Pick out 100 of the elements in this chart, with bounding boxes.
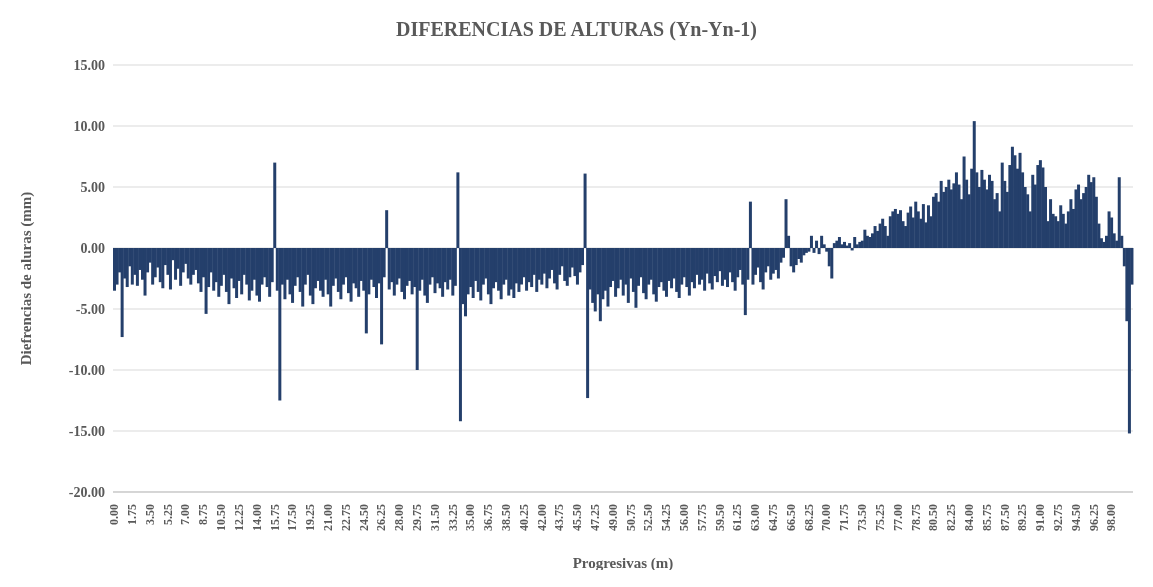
y-axis-title: Diefrencias de aluras (mm) — [18, 191, 36, 366]
bar — [329, 248, 333, 307]
bar — [512, 248, 516, 299]
bar — [283, 248, 287, 300]
bar — [380, 248, 384, 345]
x-tick-label: 33.25 — [445, 504, 460, 531]
x-tick-label: 78.75 — [908, 504, 923, 531]
x-tick-label: 45.50 — [570, 504, 585, 531]
x-tick-label: 82.25 — [944, 504, 959, 531]
bar — [227, 248, 231, 305]
y-tick-label: 15.00 — [73, 57, 105, 73]
x-tick-label: 49.00 — [605, 504, 620, 531]
x-tick-label: 0.00 — [107, 504, 122, 525]
bar — [301, 248, 305, 307]
bar — [161, 248, 165, 289]
bar — [540, 248, 544, 285]
bar — [614, 248, 618, 297]
x-tick-label: 61.25 — [730, 504, 745, 531]
x-tick-label: 50.75 — [623, 504, 638, 531]
x-tick-label: 94.50 — [1068, 504, 1083, 531]
bar — [703, 248, 707, 291]
bar — [1059, 205, 1063, 248]
bar — [670, 248, 674, 289]
x-tick-label: 64.75 — [766, 504, 781, 531]
x-tick-label: 19.25 — [303, 504, 318, 531]
x-tick-label: 87.50 — [997, 504, 1012, 531]
bar — [189, 248, 193, 285]
x-tick-label: 85.75 — [979, 504, 994, 531]
x-tick-label: 17.50 — [285, 504, 300, 531]
x-tick-label: 40.25 — [516, 504, 531, 531]
bar — [792, 248, 796, 273]
bar — [357, 248, 361, 297]
bar — [809, 235, 813, 248]
x-tick-label: 63.00 — [748, 504, 763, 531]
bar — [240, 248, 244, 295]
bar — [168, 248, 172, 290]
x-tick-label: 66.50 — [783, 504, 798, 531]
bar — [199, 248, 203, 292]
bar — [151, 248, 155, 285]
bar — [212, 248, 216, 291]
bar — [441, 248, 445, 297]
x-tick-label: 36.75 — [481, 504, 496, 531]
bar — [863, 229, 867, 248]
bar — [451, 248, 455, 296]
x-tick-label: 52.50 — [641, 504, 656, 531]
x-tick-label: 47.25 — [588, 504, 603, 531]
x-tick-label: 71.75 — [837, 504, 852, 531]
bar — [291, 248, 295, 303]
chart-title: DIFERENCIAS DE ALTURAS (Yn-Yn-1) — [395, 17, 758, 43]
x-tick-label: 96.25 — [1086, 504, 1101, 531]
bar — [1127, 248, 1131, 434]
x-tick-label: 70.00 — [819, 504, 834, 531]
bar — [853, 237, 857, 248]
x-tick-label: 28.00 — [392, 504, 407, 531]
bar — [446, 248, 450, 290]
x-tick-label: 43.75 — [552, 504, 567, 531]
x-tick-label: 1.75 — [125, 504, 140, 525]
bar — [545, 248, 549, 289]
bar — [257, 248, 261, 302]
bar — [698, 248, 702, 285]
bar — [235, 248, 239, 299]
x-tick-label: 42.00 — [534, 504, 549, 531]
x-tick-label: 22.75 — [338, 504, 353, 531]
bar — [525, 248, 529, 291]
bar — [634, 248, 638, 308]
bar — [217, 248, 221, 297]
bar — [530, 248, 534, 288]
y-tick-label: -5.00 — [75, 301, 105, 317]
x-tick-label: 89.25 — [1015, 504, 1030, 531]
bar — [174, 248, 178, 280]
bar — [1031, 174, 1035, 248]
x-tick-label: 29.75 — [409, 504, 424, 531]
bar — [769, 248, 773, 280]
x-tick-label: 59.50 — [712, 504, 727, 531]
bar — [1117, 177, 1121, 248]
y-tick-label: -20.00 — [68, 484, 105, 500]
x-tick-label: 73.50 — [855, 504, 870, 531]
bar — [433, 248, 437, 294]
x-tick-label: 26.25 — [374, 504, 389, 531]
bar — [784, 199, 788, 248]
x-tick-label: 8.75 — [196, 504, 211, 525]
y-tick-label: 5.00 — [80, 179, 105, 195]
x-tick-label: 21.00 — [320, 504, 335, 531]
x-tick-label: 10.50 — [214, 504, 229, 531]
bar — [926, 205, 930, 248]
bar — [375, 248, 378, 299]
x-tick-label: 12.25 — [231, 504, 246, 531]
y-tick-label: -15.00 — [68, 423, 105, 439]
x-tick-label: 56.00 — [677, 504, 692, 531]
x-tick-label: 54.25 — [659, 504, 674, 531]
bar — [988, 174, 992, 248]
bar — [726, 248, 730, 288]
bar — [402, 248, 406, 300]
y-tick-label: 0.00 — [80, 240, 105, 256]
bar — [479, 248, 483, 301]
x-tick-label: 92.75 — [1050, 504, 1065, 531]
bar — [830, 248, 834, 279]
x-tick-label: 68.25 — [801, 504, 816, 531]
x-tick-label: 7.00 — [178, 504, 193, 525]
bar — [909, 206, 913, 248]
